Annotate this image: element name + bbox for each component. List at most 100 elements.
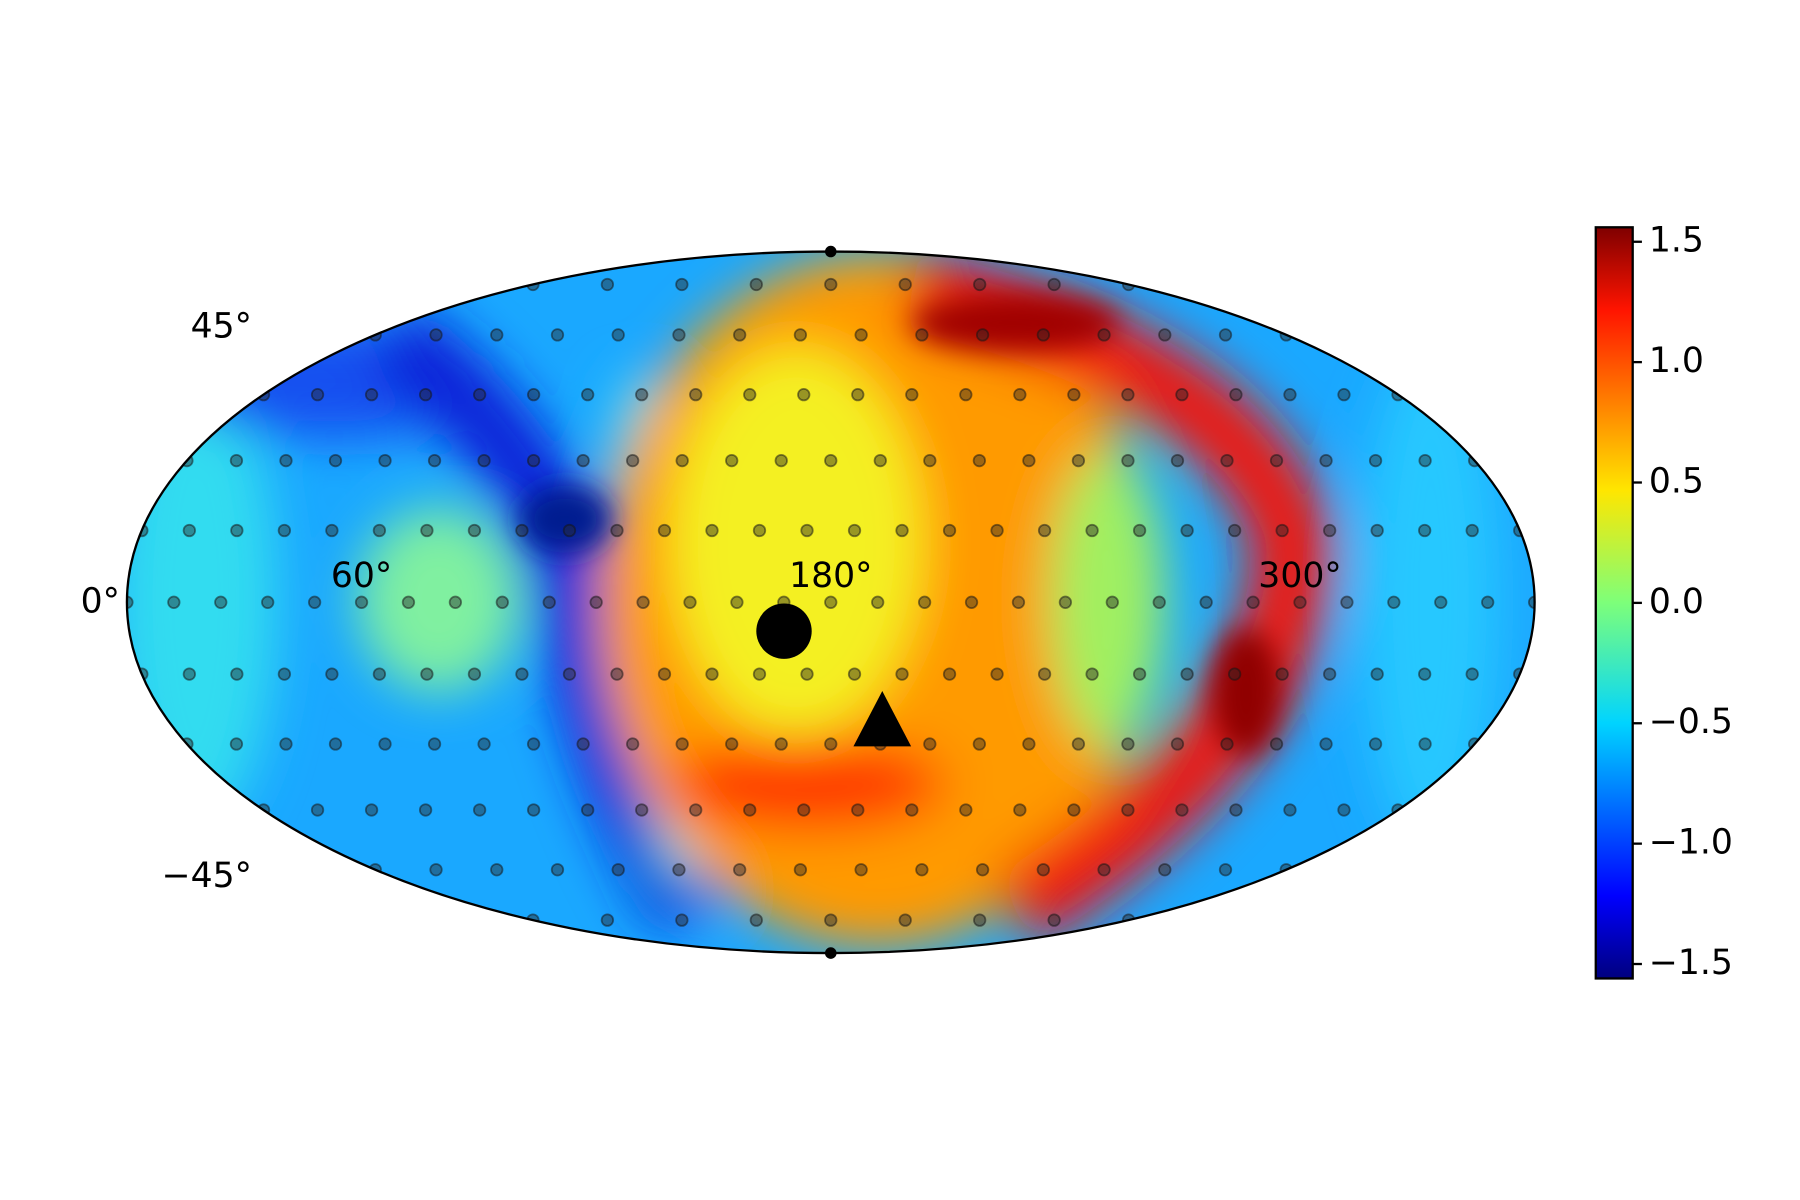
sample-point [797,388,811,402]
sample-point [229,453,244,468]
sample-point [581,803,595,817]
sample-point [975,328,990,342]
sample-point [448,595,463,609]
sample-point [689,803,703,817]
sample-point [800,523,814,538]
sample-point [420,523,434,538]
sample-point [230,523,244,538]
sample-point [1097,863,1111,877]
sample-point [1283,803,1297,817]
sample-point [472,388,487,402]
sample-point [527,388,541,402]
sample-point [774,453,788,468]
sample-point [515,523,529,538]
sample-point [871,595,885,609]
sample-point [328,737,343,751]
sample-point [964,595,979,609]
sample-point [610,667,624,681]
colorbar-tick-label: 0.0 [1649,582,1704,622]
sample-point [973,913,987,927]
sample-point [611,863,625,877]
sample-point [1105,595,1119,609]
sample-point [1199,595,1213,609]
sample-point [743,803,757,817]
colorbar-tick-label: 1.5 [1649,221,1704,261]
colorbar [1594,226,1634,980]
sample-point [1158,863,1172,877]
sample-point [310,388,325,402]
sample-point [1013,388,1027,402]
x-tick-label: 60° [331,556,392,596]
sample-point [1340,595,1354,609]
sample-point [1434,595,1448,609]
sample-point [733,863,747,877]
x-tick-label: 0° [81,581,120,621]
sample-point [1229,803,1243,817]
sample-point [793,863,808,877]
sample-point [562,523,577,538]
sample-point [672,328,686,342]
sample-point [1275,667,1289,681]
sample-point [126,595,134,609]
sample-point [675,277,689,292]
sample-point [1319,737,1333,751]
sample-point [1527,595,1535,609]
sample-point [1058,595,1073,609]
sample-point [1036,863,1050,877]
sample-point [1121,453,1135,468]
sample-point [1269,453,1284,468]
sample-point [1180,667,1194,681]
sample-point [923,453,937,468]
sample-point [467,667,482,681]
sample-point [277,667,292,681]
colorbar-tick-label: −1.0 [1649,823,1733,863]
sample-point [472,803,487,817]
sample-point [1218,328,1233,342]
sample-point [626,453,640,468]
sample-point [1220,453,1234,468]
sample-point [895,667,909,681]
sample-point [824,453,838,468]
sample-point [325,523,339,538]
sample-point [526,453,541,468]
sample-point [1097,328,1111,342]
sample-point [851,388,865,402]
sample-point [1246,595,1260,609]
sample-point [477,737,491,751]
sample-point [310,803,325,817]
sample-point [626,737,640,751]
sample-point [328,453,343,468]
sample-point [1418,737,1432,751]
plot: 0° 60° 180° 300° 45° −45° −1.5 −1.0 −0.5 0.0 0.5 1.… [81,221,1733,983]
sample-point [1037,667,1052,681]
sample-point [1220,737,1234,751]
sample-point [1037,523,1052,538]
sample-point [1283,388,1297,402]
sample-point [378,453,392,468]
sample-point [752,667,767,681]
sample-point [1121,803,1135,817]
sample-point [824,737,838,751]
sample-point [657,667,672,681]
sample-point [307,595,322,609]
sample-point [418,803,433,817]
sample-point [942,667,957,681]
sample-point [279,453,293,468]
sample-point [797,803,811,817]
sample-point [824,595,838,609]
sample-point [364,388,379,402]
sample-point [636,595,650,609]
sample-point [1269,737,1284,751]
sample-point [743,388,757,402]
sample-point [600,277,615,292]
sample-point [1132,523,1147,538]
sample-point [915,863,929,877]
pole [824,245,837,258]
sample-point [325,667,339,681]
sample-point [800,667,814,681]
marker-triangle [853,691,912,747]
sample-point [1323,523,1337,538]
sample-point [635,388,649,402]
sample-point [675,913,689,927]
sample-point [1323,667,1337,681]
